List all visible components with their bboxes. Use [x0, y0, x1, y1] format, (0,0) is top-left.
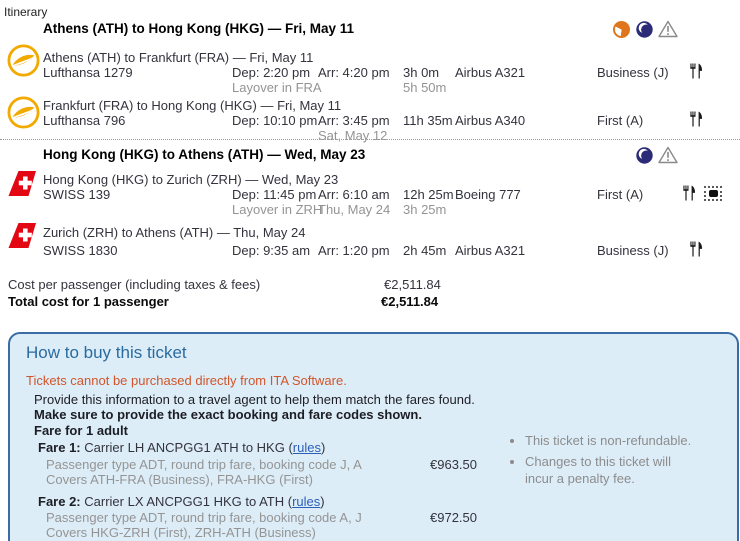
segment-cabin: Business (J)	[597, 65, 669, 80]
overnight-moon-icon	[636, 147, 653, 164]
itinerary-label: Itinerary	[4, 5, 48, 19]
fare-2-details: Passenger type ADT, round trip fare, boo…	[46, 510, 362, 525]
segment-departure: Dep: 2:20 pm	[232, 65, 311, 80]
warning-icon	[658, 20, 678, 38]
fare-1-price: €963.50	[430, 457, 477, 472]
lufthansa-logo-icon	[7, 44, 40, 77]
daytime-pie-icon	[613, 21, 630, 38]
direction-header-outbound: Athens (ATH) to Hong Kong (HKG) — Fri, M…	[43, 21, 354, 36]
segment-route: Hong Kong (HKG) to Zurich (ZRH) — Wed, M…	[43, 172, 339, 187]
fare-1-label: Fare 1:	[38, 440, 81, 455]
direction-header-return: Hong Kong (HKG) to Athens (ATH) — Wed, M…	[43, 147, 366, 162]
segment-layover-duration: 3h 25m	[403, 202, 447, 217]
segment-layover: Layover in FRA	[232, 80, 322, 95]
fare-2-covers: Covers HKG-ZRH (First), ZRH-ATH (Busines…	[46, 525, 316, 540]
fare-header: Fare for 1 adult	[34, 423, 128, 438]
fare-1-details: Passenger type ADT, round trip fare, boo…	[46, 457, 362, 472]
segment-arrival-note: Sat, May 12	[318, 128, 388, 143]
video-icon	[704, 186, 722, 201]
segment-cabin: First (A)	[597, 113, 644, 128]
fare-1-covers: Covers ATH-FRA (Business), FRA-HKG (Firs…	[46, 472, 314, 487]
cost-per-passenger-label: Cost per passenger (including taxes & fe…	[8, 277, 261, 292]
how-to-buy-panel	[8, 332, 739, 541]
total-cost-label: Total cost for 1 passenger	[8, 294, 169, 309]
segment-flight: SWISS 1830	[43, 243, 118, 258]
meal-icon	[690, 241, 703, 257]
purchase-warning-text: Tickets cannot be purchased directly fro…	[26, 373, 347, 388]
segment-departure: Dep: 11:45 pm	[232, 187, 317, 202]
overnight-moon-icon	[636, 21, 653, 38]
swiss-logo-icon	[8, 171, 36, 196]
total-cost-value: €2,511.84	[381, 294, 439, 309]
segment-arrival: Arr: 6:10 am	[318, 187, 390, 202]
fare-2-label: Fare 2:	[38, 494, 81, 509]
warning-icon	[658, 146, 678, 164]
segment-arrival: Arr: 3:45 pm	[318, 113, 390, 128]
segment-aircraft: Boeing 777	[455, 187, 521, 202]
fare-2-rules-link[interactable]: rules	[292, 494, 321, 509]
meal-icon	[683, 185, 696, 201]
segment-flight: SWISS 139	[43, 187, 111, 202]
swiss-logo-icon	[8, 223, 36, 248]
segment-arrival-note: Thu, May 24	[318, 202, 391, 217]
segment-duration: 3h 0m	[403, 65, 440, 80]
ticket-note: This ticket is non-refundable.	[525, 432, 693, 449]
segment-layover-duration: 5h 50m	[403, 80, 447, 95]
segment-route: Frankfurt (FRA) to Hong Kong (HKG) — Fri…	[43, 98, 342, 113]
segment-arrival: Arr: 1:20 pm	[318, 243, 390, 258]
booking-codes-instruction-text: Make sure to provide the exact booking a…	[34, 407, 422, 422]
fare-2-title: Fare 2: Carrier LX ANCPGG1 HKG to ATH (r…	[38, 494, 325, 509]
ticket-notes-list: This ticket is non-refundable. Changes t…	[508, 432, 693, 491]
cost-per-passenger-value: €2,511.84	[384, 277, 441, 292]
fare-2-price: €972.50	[430, 510, 477, 525]
segment-cabin: First (A)	[597, 187, 644, 202]
segment-route: Zurich (ZRH) to Athens (ATH) — Thu, May …	[43, 225, 306, 240]
segment-flight: Lufthansa 1279	[43, 65, 133, 80]
segment-aircraft: Airbus A321	[455, 243, 526, 258]
how-to-buy-title: How to buy this ticket	[26, 343, 187, 362]
meal-icon	[690, 63, 703, 79]
segment-layover: Layover in ZRH	[232, 202, 323, 217]
meal-icon	[690, 111, 703, 127]
agent-instruction-text: Provide this information to a travel age…	[34, 392, 475, 407]
segment-aircraft: Airbus A340	[455, 113, 526, 128]
fare-1-rules-link[interactable]: rules	[292, 440, 321, 455]
lufthansa-logo-icon	[7, 96, 40, 129]
segment-cabin: Business (J)	[597, 243, 669, 258]
segment-aircraft: Airbus A321	[455, 65, 526, 80]
ticket-note: Changes to this ticket will incur a pena…	[525, 453, 693, 487]
segment-flight: Lufthansa 796	[43, 113, 126, 128]
segment-departure: Dep: 10:10 pm	[232, 113, 318, 128]
segment-duration: 11h 35m	[403, 113, 453, 128]
segment-route: Athens (ATH) to Frankfurt (FRA) — Fri, M…	[43, 50, 314, 65]
segment-duration: 12h 25m	[403, 187, 454, 202]
segment-duration: 2h 45m	[403, 243, 447, 258]
fare-1-title: Fare 1: Carrier LH ANCPGG1 ATH to HKG (r…	[38, 440, 326, 455]
segment-arrival: Arr: 4:20 pm	[318, 65, 390, 80]
direction-divider	[0, 139, 740, 140]
segment-departure: Dep: 9:35 am	[232, 243, 311, 258]
